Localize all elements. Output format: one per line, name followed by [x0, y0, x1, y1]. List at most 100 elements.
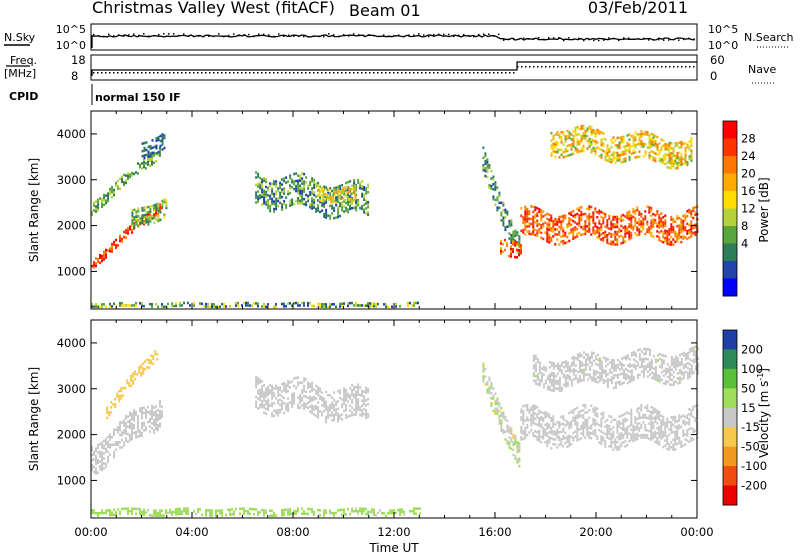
- nsearch-dot: [693, 39, 695, 41]
- velocity-cell: [257, 407, 260, 410]
- power-cell: [546, 235, 549, 238]
- power-cell: [159, 218, 162, 222]
- velocity-cell: [91, 509, 93, 512]
- power-cell: [552, 222, 555, 226]
- velocity-cell: [109, 435, 111, 439]
- velocity-cell: [95, 454, 97, 458]
- velocity-cell: [538, 368, 541, 372]
- nsearch-dot: [363, 34, 365, 37]
- velocity-cell: [552, 432, 555, 436]
- velocity-cell: [522, 420, 525, 423]
- power-cell: [331, 207, 334, 210]
- velocity-cell: [273, 392, 276, 395]
- velocity-cell: [257, 510, 259, 514]
- power-cell: [267, 199, 270, 202]
- velocity-cell: [277, 411, 280, 415]
- velocity-cell: [602, 436, 605, 440]
- velocity-cell: [103, 512, 105, 515]
- velocity-cell: [363, 507, 365, 511]
- power-cell: [359, 181, 362, 185]
- velocity-cell: [690, 426, 693, 430]
- velocity-cell: [143, 511, 145, 514]
- velocity-cell: [548, 386, 551, 389]
- power-cell: [155, 303, 157, 306]
- velocity-cell: [508, 436, 511, 439]
- velocity-cell: [289, 508, 291, 511]
- velocity-cell: [367, 402, 370, 406]
- velocity-cell: [127, 433, 129, 436]
- velocity-cell: [576, 358, 579, 361]
- power-cell: [650, 221, 653, 225]
- power-cell: [518, 237, 521, 241]
- power-cell: [335, 305, 337, 308]
- nsearch-dot: [278, 33, 280, 35]
- power-cell: [652, 143, 655, 147]
- power-cell: [257, 185, 260, 188]
- power-cell: [315, 207, 318, 211]
- velocity-cell: [624, 375, 627, 378]
- velocity-cell: [622, 374, 625, 377]
- velocity-cell: [582, 409, 585, 412]
- velocity-cell: [349, 512, 351, 516]
- power-cell: [682, 227, 685, 230]
- velocity-cell: [129, 439, 131, 442]
- power-cell: [648, 226, 651, 229]
- nsearch-dot: [388, 35, 390, 38]
- power-cell: [690, 230, 693, 233]
- power-cell: [576, 212, 579, 216]
- velocity-cell: [508, 431, 511, 434]
- velocity-cell: [293, 392, 296, 395]
- velocity-cell: [103, 444, 105, 448]
- velocity-cell: [159, 414, 161, 418]
- power-cell: [652, 222, 655, 226]
- power-cell: [363, 304, 365, 307]
- velocity-cell: [175, 510, 177, 513]
- velocity-cell: [365, 389, 368, 392]
- power-cell: [361, 185, 364, 188]
- power-cell: [674, 167, 677, 170]
- power-cell: [638, 132, 641, 136]
- velocity-cell: [139, 434, 141, 438]
- velocity-cell: [135, 433, 137, 436]
- velocity-cell: [610, 435, 613, 439]
- velocity-cell: [538, 366, 541, 369]
- velocity-cell: [538, 417, 541, 420]
- power-cell: [624, 240, 627, 243]
- velocity-cell: [660, 378, 663, 382]
- power-cell: [161, 206, 163, 210]
- power-cell: [297, 184, 300, 187]
- power-cell: [518, 235, 521, 238]
- velocity-cell: [652, 434, 655, 437]
- velocity-cell: [596, 407, 599, 411]
- velocity-cell: [371, 510, 373, 514]
- velocity-cell: [574, 420, 577, 423]
- velocity-cell: [119, 510, 121, 513]
- power-cell: [672, 159, 675, 163]
- power-cell: [331, 212, 334, 215]
- power-cell: [363, 211, 366, 214]
- velocity-cell: [486, 391, 489, 394]
- power-cell: [209, 305, 211, 308]
- velocity-cell: [139, 513, 141, 516]
- velocity-cell: [658, 425, 661, 429]
- power-cell: [680, 158, 683, 161]
- velocity-cell: [139, 407, 141, 410]
- nave-dot: [193, 72, 195, 74]
- power-cell: [317, 302, 319, 306]
- nsearch-dot: [283, 35, 285, 37]
- power-cell: [632, 228, 635, 231]
- power-cell: [616, 233, 619, 236]
- power-cell: [147, 218, 150, 221]
- velocity-cell: [670, 373, 673, 376]
- velocity-cell: [142, 369, 145, 373]
- velocity-cell: [632, 427, 635, 430]
- power-cell: [570, 228, 573, 231]
- power-cell: [514, 229, 517, 233]
- power-cell: [297, 174, 300, 177]
- nave-dot: [177, 72, 179, 74]
- power-cell: [634, 131, 637, 134]
- power-cell: [341, 302, 343, 305]
- velocity-cell: [582, 426, 585, 430]
- velocity-cell: [554, 379, 557, 383]
- velocity-cell: [323, 402, 326, 405]
